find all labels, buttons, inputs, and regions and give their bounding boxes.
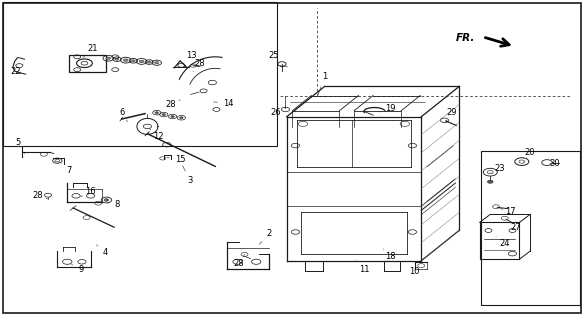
Text: 21: 21 xyxy=(83,44,98,58)
Bar xyxy=(481,151,580,305)
Text: 20: 20 xyxy=(524,148,535,163)
Text: 3: 3 xyxy=(183,166,193,185)
Text: 17: 17 xyxy=(500,207,516,216)
Circle shape xyxy=(115,58,119,60)
Text: 8: 8 xyxy=(108,200,120,209)
Text: 25: 25 xyxy=(269,51,282,67)
Text: 15: 15 xyxy=(167,156,185,164)
Text: 11: 11 xyxy=(357,260,369,274)
Text: FR.: FR. xyxy=(456,33,475,43)
Text: 9: 9 xyxy=(71,264,83,274)
Text: 23: 23 xyxy=(491,164,505,173)
Text: 28: 28 xyxy=(233,254,245,268)
Circle shape xyxy=(155,112,159,114)
Circle shape xyxy=(132,60,135,62)
Text: 16: 16 xyxy=(81,188,96,197)
Text: 22: 22 xyxy=(10,64,23,76)
Text: 5: 5 xyxy=(15,138,25,154)
Text: 18: 18 xyxy=(383,249,396,261)
Text: 28: 28 xyxy=(166,100,180,109)
Text: 6: 6 xyxy=(119,108,128,122)
Circle shape xyxy=(487,180,493,183)
Circle shape xyxy=(171,116,174,117)
Circle shape xyxy=(162,114,166,116)
Text: 26: 26 xyxy=(271,107,285,117)
Text: 28: 28 xyxy=(193,60,205,72)
Circle shape xyxy=(106,57,111,60)
Text: 12: 12 xyxy=(149,128,163,141)
Text: 7: 7 xyxy=(61,163,72,175)
Circle shape xyxy=(123,59,128,61)
Text: 30: 30 xyxy=(549,159,560,168)
Text: 29: 29 xyxy=(446,108,457,122)
Bar xyxy=(69,55,105,72)
Text: 24: 24 xyxy=(496,236,510,248)
Circle shape xyxy=(104,199,109,201)
Text: 28: 28 xyxy=(33,191,48,200)
Text: 10: 10 xyxy=(409,262,421,276)
Text: 13: 13 xyxy=(184,51,197,67)
Bar xyxy=(3,2,277,146)
Text: 4: 4 xyxy=(97,245,108,257)
Circle shape xyxy=(139,60,144,63)
Text: 1: 1 xyxy=(318,72,327,95)
Circle shape xyxy=(147,61,151,63)
Text: 27: 27 xyxy=(508,222,521,232)
Text: 19: 19 xyxy=(379,104,396,113)
Circle shape xyxy=(180,117,183,119)
Text: 2: 2 xyxy=(259,229,271,244)
Text: 14: 14 xyxy=(214,99,233,108)
Circle shape xyxy=(154,61,159,64)
